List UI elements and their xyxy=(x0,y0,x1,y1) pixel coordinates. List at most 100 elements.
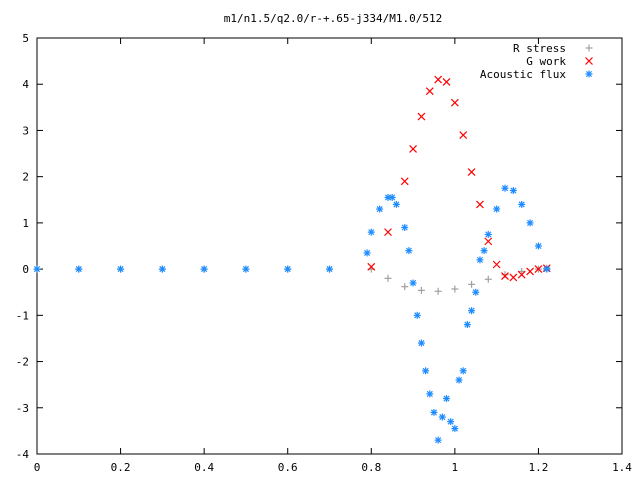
x-tick-label: 0 xyxy=(34,461,41,474)
acoustic-flux-point xyxy=(451,425,459,433)
r-stress-point xyxy=(401,283,409,291)
r-stress-point xyxy=(518,267,526,275)
legend-label: G work xyxy=(526,55,566,68)
acoustic-flux-point xyxy=(463,321,471,329)
g-work-point xyxy=(492,260,501,269)
r-stress-point xyxy=(451,285,459,293)
x-tick-label: 0.2 xyxy=(111,461,131,474)
x-tick-label: 1.2 xyxy=(528,461,548,474)
r-stress-point xyxy=(468,280,476,288)
x-tick-label: 1.4 xyxy=(612,461,632,474)
g-work-point xyxy=(467,168,476,176)
acoustic-flux-point xyxy=(284,265,292,273)
g-work-point xyxy=(476,200,484,209)
r-stress-point xyxy=(484,275,492,283)
acoustic-flux-point xyxy=(484,230,492,238)
axis-ticks: 0 0.2 0.4 0.6 0.8 1 1.2 1.4 5 4 3 2 1 0 -1 -2 -3 -4 xyxy=(16,32,633,474)
acoustic-flux-point xyxy=(367,228,375,236)
acoustic-flux-point xyxy=(242,265,250,273)
legend-marker xyxy=(585,70,593,78)
acoustic-flux-point xyxy=(200,265,208,273)
acoustic-flux-point xyxy=(117,265,125,273)
y-tick-label: 5 xyxy=(22,32,29,45)
acoustic-flux-point xyxy=(33,265,41,273)
legend-marker xyxy=(585,44,593,52)
g-work-point xyxy=(517,270,526,279)
r-stress-point xyxy=(417,286,425,294)
acoustic-flux-point xyxy=(401,224,409,232)
y-tick-label: 0 xyxy=(22,263,29,276)
x-tick-label: 0.4 xyxy=(194,461,214,474)
g-work-point xyxy=(367,262,376,271)
acoustic-flux-point xyxy=(405,247,413,255)
r-stress-point xyxy=(384,274,392,282)
acoustic-flux-point xyxy=(447,418,455,426)
acoustic-flux-point xyxy=(443,395,450,403)
acoustic-flux-point xyxy=(413,311,421,319)
g-work-point xyxy=(417,112,426,121)
y-tick-label: 2 xyxy=(22,171,29,184)
r-stress-point xyxy=(501,271,509,279)
x-tick-label: 0.8 xyxy=(361,461,381,474)
acoustic-flux-point xyxy=(392,200,400,208)
g-work-point xyxy=(425,87,434,96)
acoustic-flux-point xyxy=(326,265,333,273)
y-tick-label: 4 xyxy=(22,78,29,91)
g-work-point xyxy=(484,237,493,246)
acoustic-flux-point xyxy=(543,265,551,273)
g-work-point xyxy=(400,177,409,186)
acoustic-flux-point xyxy=(363,249,371,257)
acoustic-flux-point xyxy=(422,367,430,375)
r-stress-point xyxy=(434,287,442,295)
g-work-point xyxy=(459,131,468,139)
legend-label: R stress xyxy=(513,42,566,55)
y-tick-label: -2 xyxy=(16,356,29,369)
acoustic-flux-point xyxy=(430,408,438,416)
acoustic-flux-point xyxy=(501,184,509,192)
acoustic-flux-point xyxy=(434,436,442,444)
acoustic-flux-point xyxy=(409,279,417,287)
acoustic-flux-point xyxy=(438,413,446,421)
acoustic-flux-point xyxy=(509,187,517,195)
acoustic-flux-point xyxy=(472,288,480,296)
acoustic-flux-point xyxy=(518,200,526,208)
acoustic-flux-point xyxy=(75,265,83,273)
chart-title: m1/n1.5/q2.0/r-+.65-j334/M1.0/512 xyxy=(224,12,443,25)
plot-frame xyxy=(36,37,623,455)
acoustic-flux-point xyxy=(480,247,488,255)
g-work-point xyxy=(526,267,534,276)
acoustic-flux-point xyxy=(468,307,476,315)
data-marks xyxy=(33,75,551,444)
legend-marker xyxy=(585,57,593,65)
y-tick-label: 3 xyxy=(22,124,29,137)
acoustic-flux-point xyxy=(476,256,484,264)
acoustic-flux-point xyxy=(493,205,501,213)
legend-label: Acoustic flux xyxy=(480,68,566,81)
acoustic-flux-point xyxy=(158,265,166,273)
g-work-point xyxy=(450,98,459,107)
acoustic-flux-point xyxy=(526,219,534,227)
g-work-point xyxy=(384,228,392,237)
y-tick-label: 1 xyxy=(22,217,29,230)
x-tick-label: 1 xyxy=(452,461,459,474)
g-work-point xyxy=(409,145,417,153)
acoustic-flux-point xyxy=(459,367,467,375)
acoustic-flux-point xyxy=(534,242,542,250)
acoustic-flux-point xyxy=(426,390,434,398)
acoustic-flux-point xyxy=(376,205,384,213)
g-work-point xyxy=(509,273,518,282)
g-work-point xyxy=(434,75,443,84)
y-tick-label: -1 xyxy=(16,309,29,322)
g-work-point xyxy=(501,272,509,280)
acoustic-flux-point xyxy=(455,376,463,384)
acoustic-flux-point xyxy=(417,339,425,347)
g-work-point xyxy=(534,265,543,274)
g-work-point xyxy=(442,77,451,86)
acoustic-flux-point xyxy=(388,193,396,201)
y-tick-label: -4 xyxy=(16,448,30,461)
y-tick-label: -3 xyxy=(16,402,29,415)
x-tick-label: 0.6 xyxy=(278,461,298,474)
